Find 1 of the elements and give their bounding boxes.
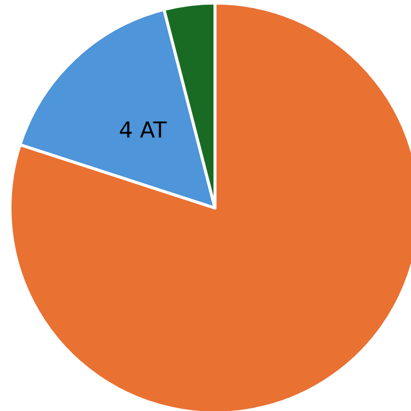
slice-label: 4 AT: [118, 118, 168, 144]
